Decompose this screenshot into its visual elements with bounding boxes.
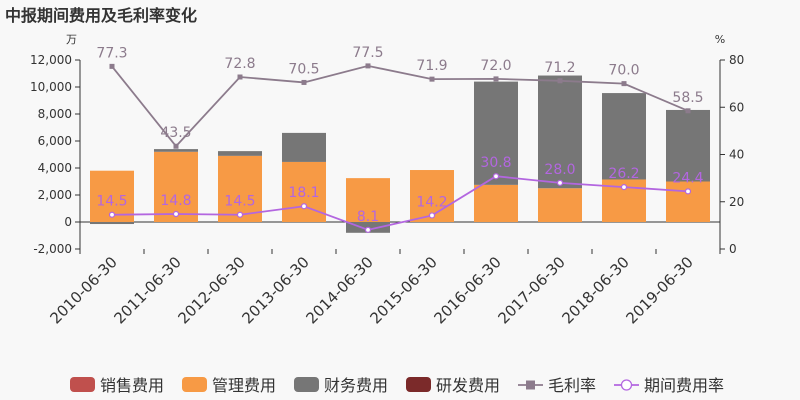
bar-财务费用: [90, 222, 134, 225]
y-left-tick-label: 12,000: [30, 53, 72, 67]
x-tick-label: 2010-06-30: [46, 253, 120, 327]
y-right-unit: %: [715, 33, 725, 46]
bar-财务费用: [282, 132, 326, 162]
bar-财务费用: [154, 149, 198, 152]
legend-swatch-销售费用: [70, 377, 95, 392]
x-tick-label: 2012-06-30: [174, 253, 248, 327]
y-left-tick-label: 0: [64, 215, 72, 229]
x-tick-label: 2013-06-30: [238, 253, 312, 327]
marker-期间费用率: [364, 226, 372, 233]
y-left-tick-label: 8,000: [38, 107, 72, 121]
data-label-期间费用率: 14.5: [224, 194, 255, 210]
data-label-毛利率: 72.8: [224, 56, 255, 72]
x-tick-label: 2017-06-30: [494, 253, 568, 327]
x-tick-label: 2015-06-30: [366, 253, 440, 327]
data-label-毛利率: 71.2: [544, 60, 575, 76]
bar-管理费用: [218, 155, 262, 222]
bar-管理费用: [154, 151, 198, 222]
data-label-期间费用率: 14.2: [416, 194, 447, 210]
data-label-毛利率: 70.5: [288, 61, 319, 77]
y-left-tick-label: 4,000: [38, 161, 72, 175]
legend-label-毛利率: 毛利率: [548, 376, 596, 395]
marker-期间费用率: [684, 188, 692, 195]
marker-毛利率: [493, 76, 499, 82]
legend-label-销售费用: 销售费用: [100, 376, 164, 395]
bar-管理费用: [474, 184, 518, 222]
y-right-tick-label: 80: [729, 53, 744, 67]
marker-毛利率: [237, 74, 243, 80]
x-tick-label: 2014-06-30: [302, 253, 376, 327]
x-tick-label: 2018-06-30: [558, 253, 632, 327]
chart-title: 中报期间费用及毛利率变化: [5, 6, 198, 25]
data-label-毛利率: 70.0: [608, 63, 639, 79]
marker-期间费用率: [620, 184, 628, 191]
data-label-毛利率: 77.3: [96, 45, 127, 61]
data-label-期间费用率: 14.8: [160, 193, 191, 209]
marker-毛利率: [621, 81, 627, 87]
marker-期间费用率: [172, 210, 180, 218]
x-tick-label: 2016-06-30: [430, 253, 504, 327]
data-label-毛利率: 72.0: [480, 58, 511, 74]
marker-毛利率: [557, 78, 563, 84]
legend-swatch-财务费用: [294, 377, 319, 392]
marker-期间费用率: [492, 173, 500, 180]
data-label-期间费用率: 18.1: [288, 185, 319, 201]
bar-财务费用: [218, 151, 262, 156]
data-label-期间费用率: 26.2: [608, 166, 639, 182]
marker-毛利率: [685, 108, 691, 114]
data-label-期间费用率: 14.5: [96, 194, 127, 210]
y-right-tick-label: 60: [729, 100, 744, 114]
legend-label-研发费用: 研发费用: [436, 376, 500, 395]
legend-swatch-研发费用: [406, 377, 431, 392]
data-label-期间费用率: 8.1: [357, 209, 379, 225]
y-left-tick-label: 2,000: [38, 188, 72, 202]
legend-marker-期间费用率: [620, 379, 633, 391]
marker-毛利率: [173, 143, 179, 149]
marker-毛利率: [365, 63, 371, 69]
x-tick-label: 2019-06-30: [622, 253, 696, 327]
legend-label-财务费用: 财务费用: [324, 376, 388, 395]
bar-财务费用: [602, 93, 646, 180]
marker-期间费用率: [428, 212, 436, 219]
y-left-tick-label: 6,000: [38, 134, 72, 148]
line-毛利率: [111, 64, 689, 148]
bar-财务费用: [666, 109, 710, 182]
marker-期间费用率: [236, 211, 244, 218]
line-期间费用率: [111, 175, 689, 231]
bar-管理费用: [346, 178, 390, 222]
data-label-期间费用率: 30.8: [480, 155, 511, 171]
marker-期间费用率: [556, 179, 564, 186]
marker-期间费用率: [300, 203, 308, 210]
bar-管理费用: [538, 188, 582, 222]
y-left-tick-label: -2,000: [33, 242, 72, 256]
marker-毛利率: [429, 76, 435, 82]
bar-财务费用: [538, 75, 582, 189]
data-label-毛利率: 77.5: [352, 45, 383, 61]
data-label-期间费用率: 28.0: [544, 162, 575, 178]
marker-毛利率: [301, 79, 307, 85]
data-label-毛利率: 71.9: [416, 58, 447, 74]
bar-管理费用: [666, 181, 710, 222]
data-label-毛利率: 58.5: [672, 90, 703, 106]
y-left-unit: 万: [66, 33, 77, 46]
data-label-毛利率: 43.5: [160, 125, 191, 141]
y-left-tick-label: 10,000: [30, 80, 72, 94]
y-right-tick-label: 20: [729, 195, 744, 209]
legend-label-期间费用率: 期间费用率: [644, 376, 724, 395]
x-tick-label: 2011-06-30: [110, 253, 184, 327]
legend-marker-毛利率: [526, 380, 535, 390]
y-right-tick-label: 40: [729, 148, 744, 162]
y-right-tick-label: 0: [729, 242, 737, 256]
legend-swatch-管理费用: [182, 377, 207, 392]
data-label-期间费用率: 24.4: [672, 170, 703, 186]
legend-label-管理费用: 管理费用: [212, 376, 276, 395]
marker-毛利率: [109, 63, 115, 69]
bar-财务费用: [474, 81, 518, 185]
marker-期间费用率: [108, 211, 116, 218]
